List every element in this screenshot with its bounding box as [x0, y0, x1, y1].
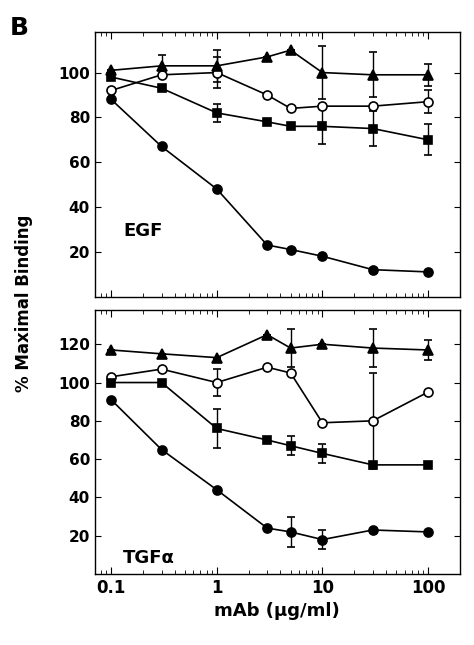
Text: TGFα: TGFα — [123, 548, 175, 566]
Text: B: B — [9, 16, 28, 40]
Text: % Maximal Binding: % Maximal Binding — [15, 214, 33, 392]
X-axis label: mAb (μg/ml): mAb (μg/ml) — [214, 602, 340, 620]
Text: EGF: EGF — [123, 222, 163, 240]
